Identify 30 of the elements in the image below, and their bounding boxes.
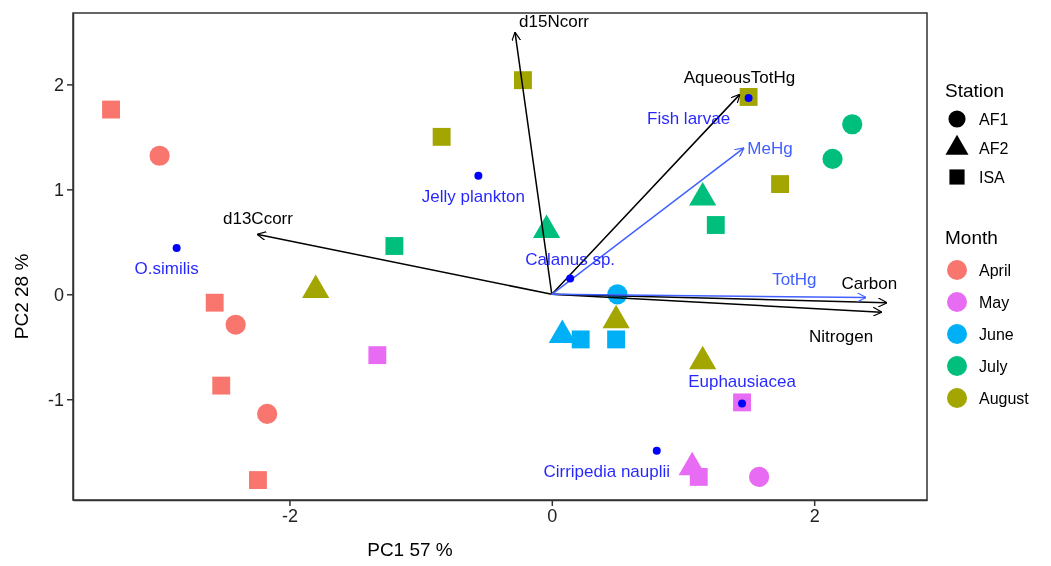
y-tick-label: 1 — [53, 179, 64, 200]
legend-label: August — [979, 390, 1030, 407]
legend-label: May — [979, 294, 1010, 311]
legend-label: April — [979, 262, 1012, 279]
legend-label: AF1 — [979, 111, 1009, 128]
data-label: Euphausiacea — [688, 372, 797, 392]
data-label: Jelly plankton — [421, 186, 525, 206]
series-label: d13Ccorr — [223, 209, 294, 229]
series-label: d15Ncorr — [519, 11, 590, 31]
y-axis-title: PC2 28 % — [11, 253, 32, 340]
x-tick-label: 2 — [809, 505, 820, 526]
legend-title: Month — [945, 227, 998, 248]
series-label: Nitrogen — [808, 327, 874, 347]
y-tick-label: 2 — [53, 74, 64, 95]
legend-label: June — [979, 326, 1014, 343]
series-label: MeHg — [747, 139, 793, 159]
x-tick-label: -2 — [281, 505, 298, 526]
y-tick-label: 0 — [53, 284, 64, 305]
series-label: TotHg — [772, 270, 817, 290]
legend-label: AF2 — [979, 140, 1009, 157]
data-label: Cirripedia nauplii — [543, 461, 671, 481]
y-tick-label: -1 — [47, 389, 64, 410]
series-label: AqueousTotHg — [683, 67, 796, 87]
text: Station — [945, 80, 1005, 101]
legend-label: July — [979, 358, 1008, 375]
series-label: Carbon — [841, 273, 898, 293]
data-label: O.similis — [134, 259, 199, 279]
x-axis-title: PC1 57 % — [367, 539, 453, 560]
x-tick-label: 0 — [547, 505, 558, 526]
legend-label: ISA — [979, 169, 1006, 186]
